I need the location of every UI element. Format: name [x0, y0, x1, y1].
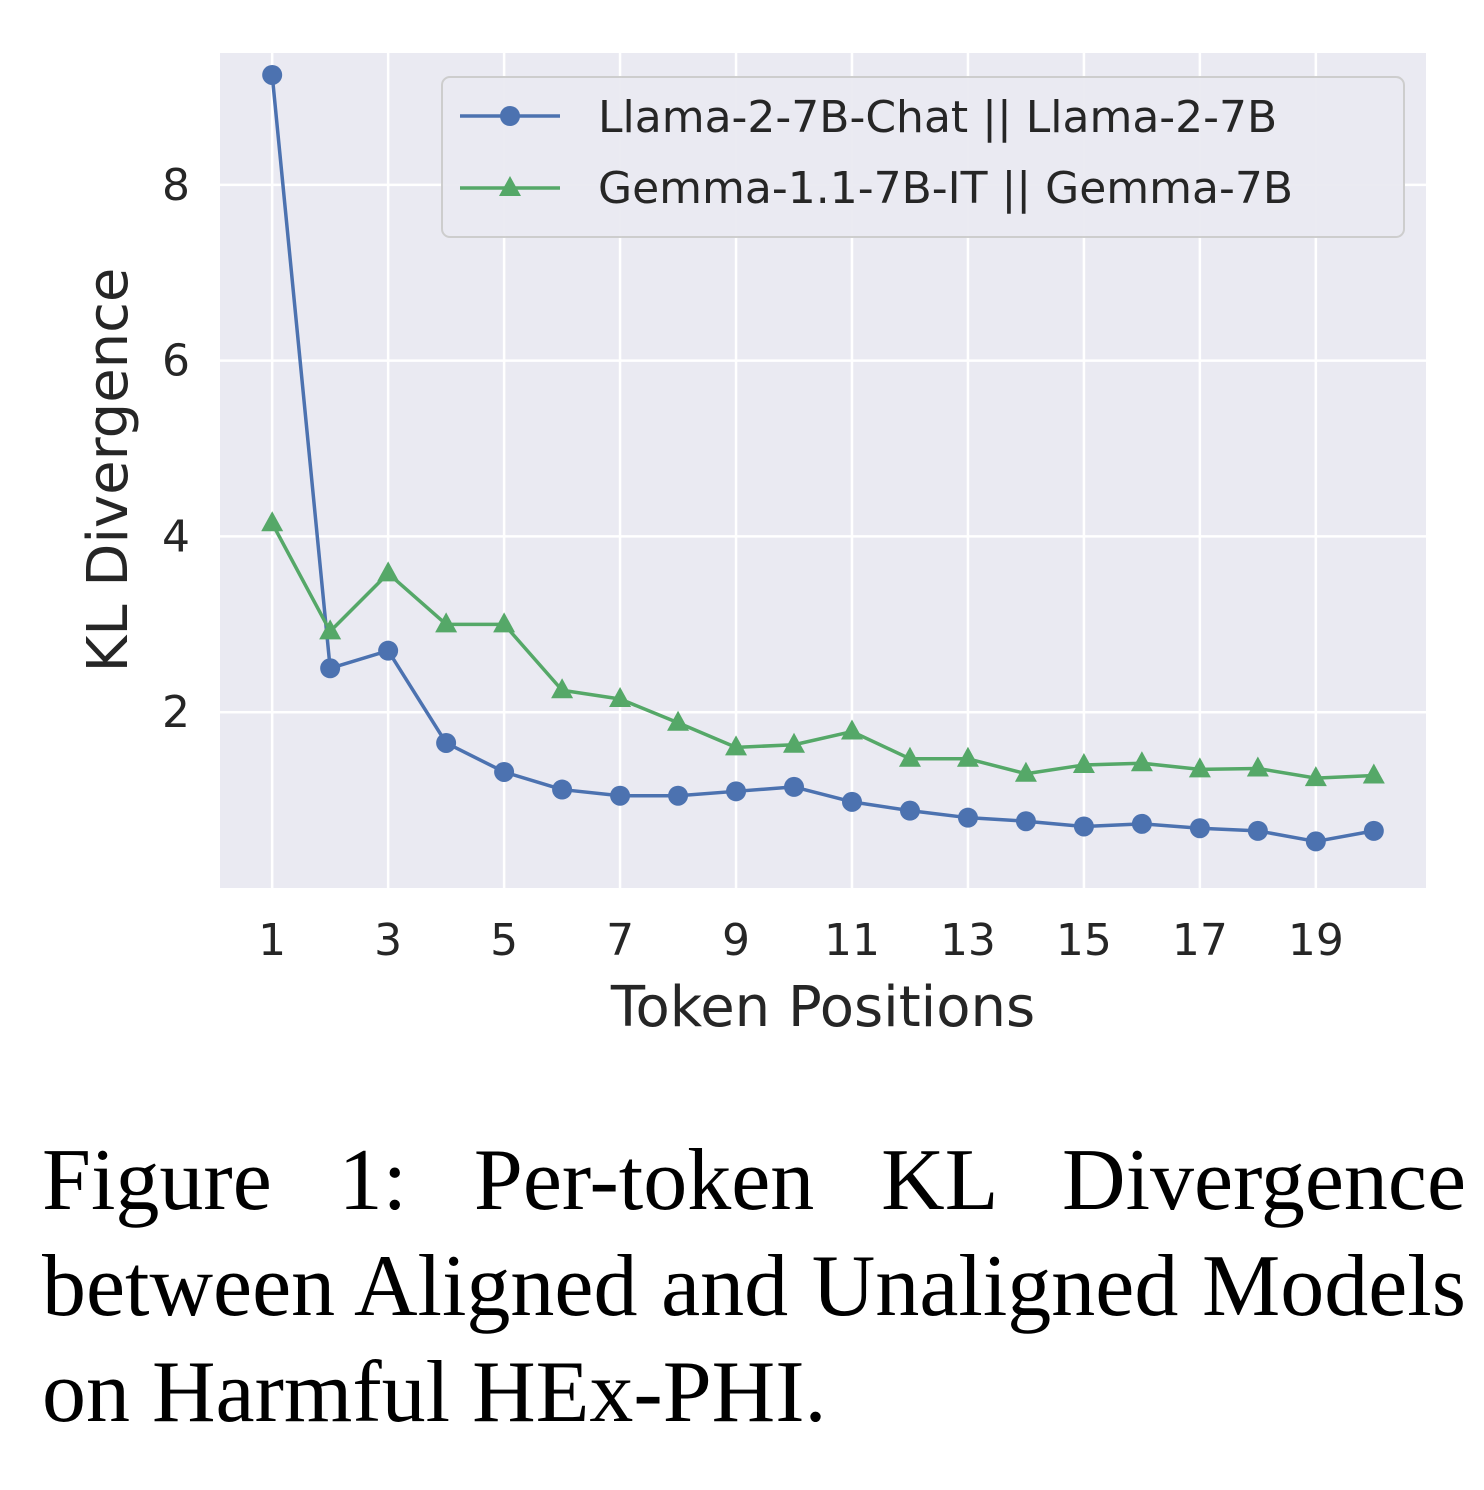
data-point: [667, 710, 690, 731]
y-tick-label: 2: [162, 687, 190, 738]
data-point: [1073, 816, 1094, 837]
series-line: [270, 522, 1374, 780]
x-tick-label: 19: [1288, 915, 1344, 966]
data-point: [494, 761, 515, 782]
data-point: [493, 612, 516, 633]
data-point: [1362, 763, 1385, 784]
x-tick-label: 13: [940, 915, 996, 966]
series-gemma: [261, 511, 1385, 787]
data-point: [551, 678, 574, 699]
data-point: [436, 732, 457, 753]
x-tick-label: 7: [606, 915, 634, 966]
data-point: [668, 785, 689, 806]
data-point: [262, 64, 283, 85]
x-tick-label: 1: [258, 915, 286, 966]
data-point: [319, 619, 342, 640]
x-tick-label: 5: [490, 915, 518, 966]
y-tick-label: 4: [162, 511, 190, 562]
data-point: [320, 658, 341, 679]
data-point: [609, 687, 632, 708]
data-point: [899, 800, 920, 821]
data-point: [1189, 818, 1210, 839]
data-point: [378, 640, 399, 661]
data-point: [1304, 766, 1327, 787]
data-point: [435, 612, 458, 633]
data-point: [1072, 752, 1095, 773]
legend-box: [441, 76, 1405, 238]
data-point: [377, 561, 400, 582]
figure-caption: Figure 1: Per-token KL Divergence betwee…: [42, 1132, 1466, 1441]
data-point: [1015, 811, 1036, 832]
x-tick-label: 3: [374, 915, 402, 966]
data-point: [1305, 831, 1326, 852]
data-point: [1131, 813, 1152, 834]
data-point: [1014, 761, 1037, 782]
x-tick-label: 9: [722, 915, 750, 966]
data-point: [1188, 757, 1211, 778]
data-point: [1130, 751, 1153, 772]
data-point: [784, 776, 805, 797]
data-point: [840, 719, 863, 740]
legend: Llama-2-7B-Chat || Llama-2-7B Gemma-1.1-…: [441, 76, 1405, 238]
data-point: [957, 807, 978, 828]
legend-marker-llama: [500, 106, 520, 126]
x-tick-label: 15: [1056, 915, 1112, 966]
data-series: [261, 64, 1385, 852]
y-tick-label: 8: [162, 160, 190, 211]
data-point: [261, 511, 284, 532]
x-tick-label: 11: [824, 915, 880, 966]
series-llama: [262, 64, 1384, 852]
legend-label-gemma: Gemma-1.1-7B-IT || Gemma-7B: [598, 163, 1293, 214]
data-point: [726, 781, 747, 802]
y-tick-label: 6: [162, 336, 190, 387]
data-point: [841, 791, 862, 812]
data-point: [725, 735, 748, 756]
data-point: [898, 746, 921, 767]
y-axis-label: KL Divergence: [76, 268, 141, 673]
data-point: [552, 779, 573, 800]
legend-label-llama: Llama-2-7B-Chat || Llama-2-7B: [598, 92, 1277, 143]
legend-marker-gemma: [499, 176, 521, 196]
data-point: [783, 732, 806, 753]
data-point: [1246, 756, 1269, 777]
data-point: [1247, 820, 1268, 841]
data-point: [956, 746, 979, 767]
data-point: [1363, 820, 1384, 841]
x-tick-label: 17: [1172, 915, 1228, 966]
data-point: [610, 785, 631, 806]
x-axis-label: Token Positions: [610, 975, 1035, 1040]
